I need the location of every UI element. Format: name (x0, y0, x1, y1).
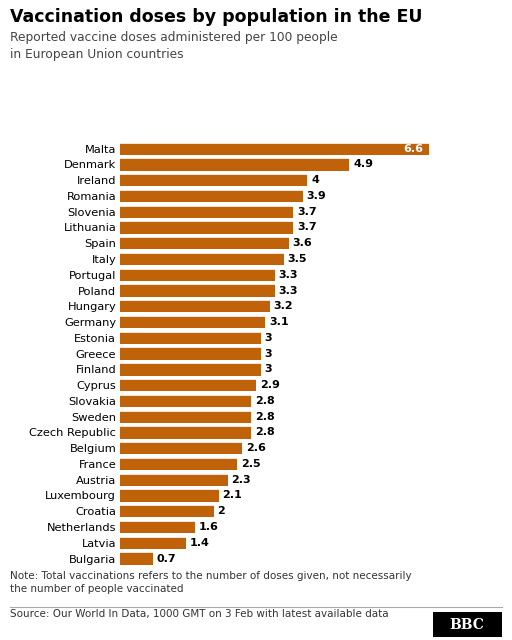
Bar (120, 379, 256, 391)
Bar (120, 490, 219, 502)
Text: 2.6: 2.6 (246, 443, 266, 453)
Text: 4.9: 4.9 (353, 159, 373, 170)
Text: 2.8: 2.8 (255, 396, 275, 406)
Bar (120, 505, 214, 517)
Text: 3.2: 3.2 (274, 301, 293, 311)
Text: 2.5: 2.5 (241, 459, 261, 469)
Text: Vaccination doses by population in the EU: Vaccination doses by population in the E… (10, 8, 423, 26)
Bar (120, 552, 153, 564)
Bar (120, 364, 261, 376)
Bar (120, 143, 429, 155)
Text: 3.7: 3.7 (297, 223, 317, 232)
Text: 2.8: 2.8 (255, 412, 275, 422)
Bar (120, 410, 251, 423)
Text: 6.6: 6.6 (403, 144, 423, 154)
Text: 3.1: 3.1 (269, 317, 289, 327)
Bar (120, 253, 284, 265)
Text: 2.1: 2.1 (222, 490, 242, 500)
Text: 3.3: 3.3 (279, 270, 298, 280)
Bar (120, 284, 274, 297)
Bar (120, 458, 237, 470)
Text: 2.8: 2.8 (255, 428, 275, 437)
Text: 2.3: 2.3 (231, 475, 251, 484)
Bar (120, 316, 265, 328)
Bar (120, 442, 242, 454)
Bar (120, 205, 293, 218)
Text: 2.9: 2.9 (260, 380, 280, 390)
Text: 3.9: 3.9 (307, 191, 326, 201)
Bar (120, 395, 251, 407)
Bar (120, 237, 289, 250)
Bar (120, 521, 195, 533)
Bar (120, 426, 251, 438)
Text: BBC: BBC (450, 618, 485, 632)
Text: 1.4: 1.4 (189, 538, 209, 548)
Bar (120, 536, 186, 549)
Bar (120, 269, 274, 281)
Text: 3: 3 (264, 364, 272, 374)
Bar (120, 332, 261, 344)
Bar (120, 300, 270, 312)
Text: 3.5: 3.5 (288, 254, 307, 264)
Bar (120, 158, 350, 171)
Bar (120, 348, 261, 360)
Bar (120, 174, 307, 186)
Text: 3.7: 3.7 (297, 207, 317, 217)
Text: Note: Total vaccinations refers to the number of doses given, not necessarily
th: Note: Total vaccinations refers to the n… (10, 571, 412, 594)
Bar (120, 474, 228, 486)
Text: 4: 4 (311, 175, 319, 185)
Text: Source: Our World In Data, 1000 GMT on 3 Feb with latest available data: Source: Our World In Data, 1000 GMT on 3… (10, 609, 389, 620)
Text: 3.3: 3.3 (279, 285, 298, 296)
Text: 2: 2 (218, 506, 225, 516)
Text: Reported vaccine doses administered per 100 people
in European Union countries: Reported vaccine doses administered per … (10, 31, 338, 61)
Text: 3: 3 (264, 349, 272, 358)
Bar (120, 190, 303, 202)
Bar (120, 221, 293, 234)
Text: 0.7: 0.7 (157, 554, 177, 563)
Text: 1.6: 1.6 (199, 522, 219, 532)
Text: 3: 3 (264, 333, 272, 343)
Text: 3.6: 3.6 (292, 238, 312, 248)
